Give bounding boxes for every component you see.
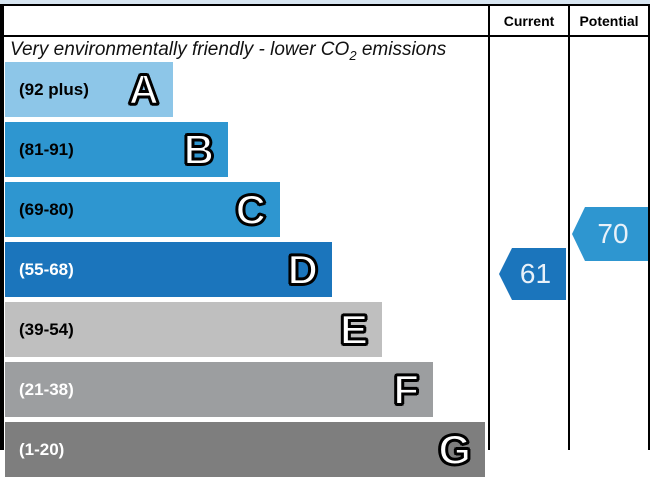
top-strip [0,0,650,4]
band-range-label: (69-80) [19,200,74,219]
potential-column-divider [568,4,570,450]
current-rating-arrow: 61 [499,248,566,300]
band-letter: F [392,365,420,414]
band-d: (55-68) D [5,242,332,297]
chart-title-subscript: 2 [349,47,357,63]
chart-title: Very environmentally friendly - lower CO… [10,39,484,63]
potential-rating-value: 70 [597,218,629,249]
band-e: (39-54) E [5,302,382,357]
band-range-label: (55-68) [19,260,74,279]
column-header-current: Current [503,12,555,29]
band-letter: C [235,185,267,234]
table-border-left [0,4,4,450]
band-letter: E [339,305,369,354]
chart-title-text: Very environmentally friendly - lower CO [10,39,350,60]
band-range-label: (39-54) [19,320,74,339]
band-b: (81-91) B [5,122,228,177]
chart-title-suffix: emissions [356,39,447,60]
band-range-label: (81-91) [19,140,74,159]
current-column-divider [488,4,490,450]
table-border-right [648,4,650,450]
band-a: (92 plus) A [5,62,173,117]
band-letter: B [183,125,215,174]
band-c: (69-80) C [5,182,280,237]
band-letter: A [128,65,160,114]
table-border-top [0,4,650,6]
band-range-label: (21-38) [19,380,74,399]
column-header-potential: Potential [579,12,639,29]
potential-rating-arrow: 70 [572,207,648,261]
band-range-label: (92 plus) [19,80,89,99]
band-f: (21-38) F [5,362,433,417]
header-divider [0,35,650,37]
band-letter: D [287,245,319,294]
current-rating-value: 61 [519,258,552,289]
